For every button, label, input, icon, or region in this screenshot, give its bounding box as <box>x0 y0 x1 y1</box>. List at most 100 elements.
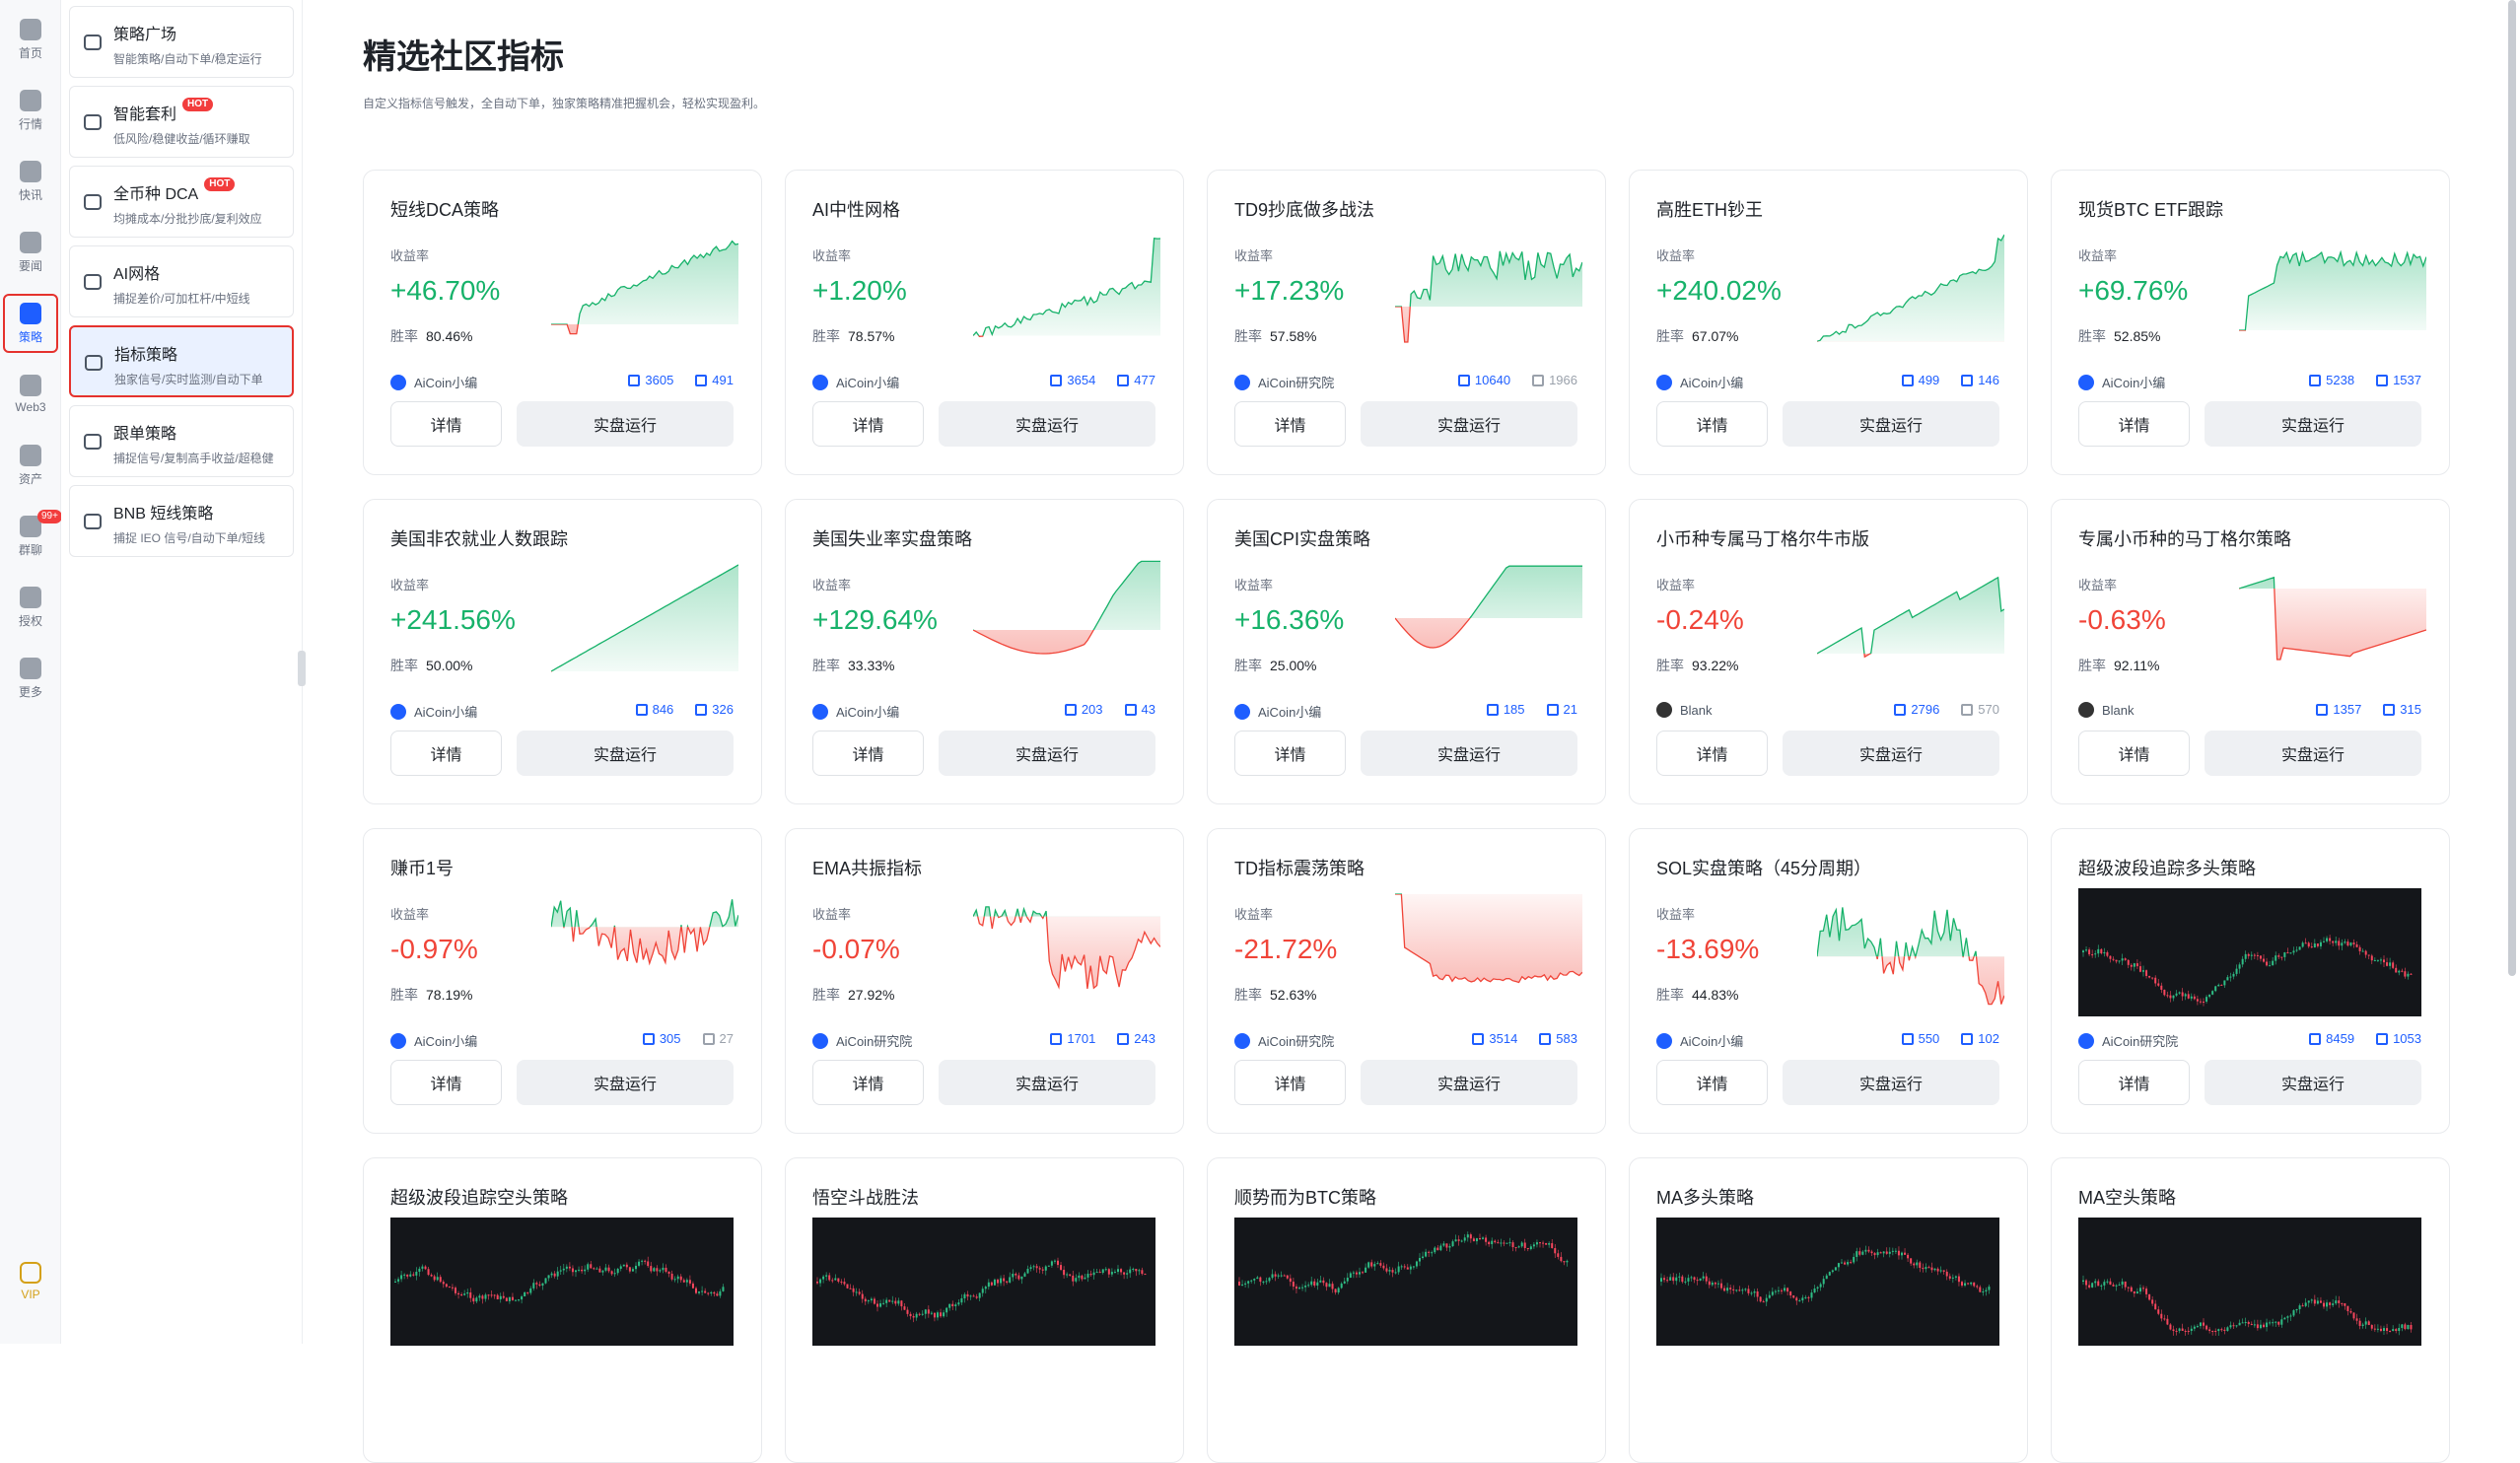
strategy-card[interactable]: TD9抄底做多战法 收益率 +17.23% 胜率 57.58% AiCoin研究院 106… <box>1207 170 1606 475</box>
live-run-button[interactable]: 实盘运行 <box>2205 1060 2421 1105</box>
author[interactable]: AiCoin小编 <box>390 1031 477 1050</box>
live-run-button[interactable]: 实盘运行 <box>939 401 1155 447</box>
strategy-card[interactable]: TD指标震荡策略 收益率 -21.72% 胜率 52.63% AiCoin研究院 3514… <box>1207 828 1606 1134</box>
strategy-card[interactable]: 赚币1号 收益率 -0.97% 胜率 78.19% AiCoin小编 305 27 详情 实盘运… <box>363 828 762 1134</box>
strategy-card[interactable]: 短线DCA策略 收益率 +46.70% 胜率 80.46% AiCoin小编 3605 49… <box>363 170 762 475</box>
bookmark-count[interactable]: 10640 <box>1457 373 1510 387</box>
like-count[interactable]: 21 <box>1546 702 1577 717</box>
bookmark-count[interactable]: 846 <box>635 702 673 717</box>
like-count[interactable]: 477 <box>1117 373 1155 387</box>
details-button[interactable]: 详情 <box>812 401 924 447</box>
strategy-card[interactable]: MA空头策略 <box>2051 1157 2450 1463</box>
like-count[interactable]: 315 <box>2383 702 2421 717</box>
bookmark-count[interactable]: 2796 <box>1894 702 1939 717</box>
submenu-item-6[interactable]: BNB 短线策略 捕捉 IEO 信号/自动下单/短线 <box>69 485 294 557</box>
like-count[interactable]: 1537 <box>2376 373 2421 387</box>
author[interactable]: AiCoin研究院 <box>1234 373 1334 391</box>
strategy-card[interactable]: 专属小币种的马丁格尔策略 收益率 -0.63% 胜率 92.11% Blank 1357 3… <box>2051 499 2450 804</box>
strategy-card[interactable]: 超级波段追踪多头策略 AiCoin研究院 8459 1053 详情 实盘运行 <box>2051 828 2450 1134</box>
author[interactable]: AiCoin小编 <box>390 373 477 391</box>
like-count[interactable]: 243 <box>1117 1031 1155 1046</box>
strategy-card[interactable]: 美国非农就业人数跟踪 收益率 +241.56% 胜率 50.00% AiCoin小编 84… <box>363 499 762 804</box>
like-count[interactable]: 1053 <box>2376 1031 2421 1046</box>
author[interactable]: AiCoin小编 <box>2078 373 2165 391</box>
live-run-button[interactable]: 实盘运行 <box>939 1060 1155 1105</box>
rail-item-9[interactable]: 更多 <box>0 649 61 708</box>
author[interactable]: Blank <box>2078 702 2135 718</box>
rail-item-4[interactable]: 策略 <box>3 294 58 353</box>
like-count[interactable]: 583 <box>1539 1031 1577 1046</box>
strategy-card[interactable]: EMA共振指标 收益率 -0.07% 胜率 27.92% AiCoin研究院 1701 24… <box>785 828 1184 1134</box>
submenu-item-5[interactable]: 跟单策略 捕捉信号/复制高手收益/超稳健 <box>69 405 294 477</box>
author[interactable]: AiCoin研究院 <box>2078 1031 2178 1050</box>
strategy-card[interactable]: 顺势而为BTC策略 <box>1207 1157 1606 1463</box>
author[interactable]: AiCoin小编 <box>812 373 899 391</box>
like-count[interactable]: 102 <box>1961 1031 1999 1046</box>
strategy-card[interactable]: 悟空斗战胜法 <box>785 1157 1184 1463</box>
live-run-button[interactable]: 实盘运行 <box>517 401 734 447</box>
like-count[interactable]: 43 <box>1124 702 1155 717</box>
details-button[interactable]: 详情 <box>390 401 502 447</box>
live-run-button[interactable]: 实盘运行 <box>1361 401 1577 447</box>
bookmark-count[interactable]: 8459 <box>2309 1031 2354 1046</box>
author[interactable]: AiCoin小编 <box>1234 702 1321 721</box>
live-run-button[interactable]: 实盘运行 <box>1783 1060 1999 1105</box>
details-button[interactable]: 详情 <box>812 1060 924 1105</box>
bookmark-count[interactable]: 3654 <box>1050 373 1095 387</box>
author[interactable]: AiCoin研究院 <box>1234 1031 1334 1050</box>
author[interactable]: AiCoin小编 <box>1656 1031 1743 1050</box>
like-count[interactable]: 27 <box>702 1031 734 1046</box>
like-count[interactable]: 326 <box>695 702 734 717</box>
rail-item-3[interactable]: 要闻 <box>0 223 61 282</box>
rail-item-1[interactable]: 行情 <box>0 81 61 140</box>
details-button[interactable]: 详情 <box>2078 1060 2190 1105</box>
bookmark-count[interactable]: 3605 <box>628 373 673 387</box>
author[interactable]: AiCoin研究院 <box>812 1031 912 1050</box>
rail-item-8[interactable]: 授权 <box>0 578 61 637</box>
submenu-item-0[interactable]: 策略广场 智能策略/自动下单/稳定运行 <box>69 6 294 78</box>
author[interactable]: AiCoin小编 <box>812 702 899 721</box>
live-run-button[interactable]: 实盘运行 <box>939 731 1155 776</box>
author[interactable]: Blank <box>1656 702 1713 718</box>
details-button[interactable]: 详情 <box>2078 401 2190 447</box>
collapse-handle[interactable] <box>298 651 306 686</box>
details-button[interactable]: 详情 <box>1656 401 1768 447</box>
bookmark-count[interactable]: 499 <box>1901 373 1939 387</box>
live-run-button[interactable]: 实盘运行 <box>1361 1060 1577 1105</box>
rail-item-5[interactable]: Web3 <box>0 365 61 424</box>
strategy-card[interactable]: 小币种专属马丁格尔牛市版 收益率 -0.24% 胜率 93.22% Blank 2796 5… <box>1629 499 2028 804</box>
bookmark-count[interactable]: 1701 <box>1050 1031 1095 1046</box>
strategy-card[interactable]: 现货BTC ETF跟踪 收益率 +69.76% 胜率 52.85% AiCoin小编 52… <box>2051 170 2450 475</box>
like-count[interactable]: 570 <box>1961 702 1999 717</box>
live-run-button[interactable]: 实盘运行 <box>2205 401 2421 447</box>
details-button[interactable]: 详情 <box>1656 1060 1768 1105</box>
strategy-card[interactable]: 美国CPI实盘策略 收益率 +16.36% 胜率 25.00% AiCoin小编 185 2… <box>1207 499 1606 804</box>
details-button[interactable]: 详情 <box>390 1060 502 1105</box>
bookmark-count[interactable]: 305 <box>642 1031 681 1046</box>
like-count[interactable]: 1966 <box>1532 373 1577 387</box>
details-button[interactable]: 详情 <box>1656 731 1768 776</box>
submenu-item-1[interactable]: 智能套利 HOT 低风险/稳健收益/循环赚取 <box>69 86 294 158</box>
strategy-card[interactable]: AI中性网格 收益率 +1.20% 胜率 78.57% AiCoin小编 3654 477 详… <box>785 170 1184 475</box>
rail-item-6[interactable]: 资产 <box>0 436 61 495</box>
strategy-card[interactable]: 美国失业率实盘策略 收益率 +129.64% 胜率 33.33% AiCoin小编 203… <box>785 499 1184 804</box>
details-button[interactable]: 详情 <box>390 731 502 776</box>
bookmark-count[interactable]: 185 <box>1486 702 1525 717</box>
rail-item-0[interactable]: 首页 <box>0 10 61 69</box>
strategy-card[interactable]: MA多头策略 <box>1629 1157 2028 1463</box>
like-count[interactable]: 146 <box>1961 373 1999 387</box>
bookmark-count[interactable]: 1357 <box>2316 702 2361 717</box>
details-button[interactable]: 详情 <box>2078 731 2190 776</box>
live-run-button[interactable]: 实盘运行 <box>1361 731 1577 776</box>
live-run-button[interactable]: 实盘运行 <box>2205 731 2421 776</box>
bookmark-count[interactable]: 3514 <box>1472 1031 1517 1046</box>
details-button[interactable]: 详情 <box>812 731 924 776</box>
strategy-card[interactable]: 超级波段追踪空头策略 <box>363 1157 762 1463</box>
live-run-button[interactable]: 实盘运行 <box>517 731 734 776</box>
submenu-item-2[interactable]: 全币种 DCA HOT 均摊成本/分批抄底/复利效应 <box>69 166 294 238</box>
rail-item-2[interactable]: 快讯 <box>0 152 61 211</box>
page-scrollbar[interactable] <box>2508 0 2516 976</box>
bookmark-count[interactable]: 550 <box>1901 1031 1939 1046</box>
submenu-item-4[interactable]: 指标策略 独家信号/实时监测/自动下单 <box>69 325 294 397</box>
details-button[interactable]: 详情 <box>1234 731 1346 776</box>
